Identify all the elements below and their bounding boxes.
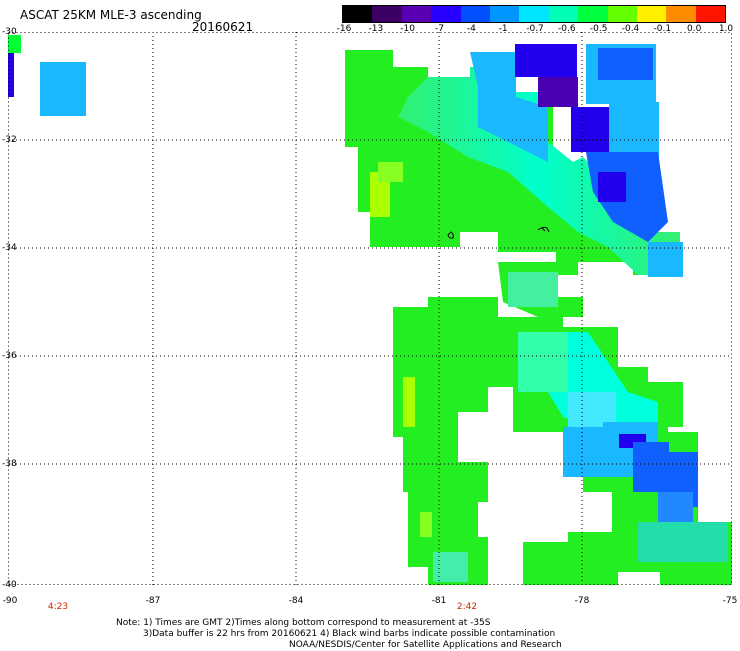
lat-label: -30 xyxy=(2,27,17,37)
swath-cell xyxy=(370,172,390,217)
swath-cell xyxy=(598,172,626,202)
colorbar-swatch xyxy=(548,6,579,22)
lon-label: -84 xyxy=(288,596,304,606)
colorbar xyxy=(342,5,726,23)
swath-cell xyxy=(470,52,548,162)
footer-credit: NOAA/NESDIS/Center for Satellite Applica… xyxy=(289,640,562,650)
swath-cell xyxy=(563,427,603,477)
colorbar-swatch xyxy=(401,6,432,22)
colorbar-swatch xyxy=(519,6,549,22)
map-date: 20160621 xyxy=(192,20,254,34)
colorbar-swatch xyxy=(343,6,373,22)
lon-label: -75 xyxy=(722,596,738,606)
lon-label: -90 xyxy=(2,596,18,606)
colorbar-swatch xyxy=(460,6,490,22)
wind-map xyxy=(8,32,732,585)
swath-cell xyxy=(633,442,669,492)
colorbar-tick-label: -0.6 xyxy=(558,24,576,34)
colorbar-swatch xyxy=(372,6,402,22)
colorbar-tick-label: -0.7 xyxy=(526,24,544,34)
lat-label: -34 xyxy=(2,243,17,253)
lat-lon-grid xyxy=(8,32,732,585)
lon-label: -78 xyxy=(574,596,590,606)
colorbar-swatch xyxy=(636,6,667,22)
swath-cell xyxy=(8,53,14,97)
lat-label: -32 xyxy=(2,135,17,145)
swath-cell xyxy=(508,272,558,307)
colorbar-tick-label: -0.1 xyxy=(653,24,672,34)
colorbar-swatch xyxy=(695,6,726,22)
colorbar-swatch xyxy=(666,6,696,22)
colorbar-labels: -16 -13 -10 -7 -4 -1 -0.7 -0.6 -0.5 -0.4 -0.1 0.0 1.… xyxy=(330,24,740,38)
lon-label: -87 xyxy=(145,596,161,606)
swath-cell xyxy=(478,502,523,537)
swath-cell xyxy=(538,77,578,107)
colorbar-swatch xyxy=(431,6,461,22)
footer-note-line2: 3)Data buffer is 22 hrs from 20160621 4)… xyxy=(143,629,556,639)
swath-cell xyxy=(398,67,680,275)
wind-barbs xyxy=(447,226,550,239)
swath-cell xyxy=(658,492,693,522)
swath-cell xyxy=(571,107,609,152)
colorbar-tick-label: -13 xyxy=(368,24,384,34)
swath-cell xyxy=(638,522,728,562)
footer-note-line1: Note: 1) Times are GMT 2)Times along bot… xyxy=(116,618,491,628)
colorbar-tick-label: -0.5 xyxy=(589,24,608,34)
lat-label: -36 xyxy=(2,351,17,361)
map-frame xyxy=(8,32,732,585)
colorbar-tick-label: -0.4 xyxy=(621,24,640,34)
colorbar-tick-label: -7 xyxy=(435,24,444,34)
colorbar-swatch xyxy=(578,6,608,22)
swath-cell xyxy=(518,332,568,392)
swath-cell xyxy=(40,62,86,116)
swath-cell xyxy=(515,44,577,77)
colorbar-tick-label: -4 xyxy=(466,24,476,34)
colorbar-tick-label: -1 xyxy=(498,24,508,34)
colorbar-tick-label: 0.0 xyxy=(686,24,702,34)
map-title: ASCAT 25KM MLE-3 ascending xyxy=(20,8,202,22)
wind-speed-swath xyxy=(8,35,732,585)
lat-label: -40 xyxy=(2,580,17,590)
time-label-left: 4:23 xyxy=(47,602,69,612)
colorbar-tick-label: -10 xyxy=(400,24,416,34)
time-label-center: 2:42 xyxy=(456,602,478,612)
lon-label: -81 xyxy=(431,596,447,606)
colorbar-swatch xyxy=(489,6,520,22)
colorbar-tick-label: -16 xyxy=(336,24,352,34)
swath-cell xyxy=(648,242,683,277)
swath-cell xyxy=(403,377,415,427)
swath-cell xyxy=(598,48,653,80)
swath-cell xyxy=(420,512,432,537)
lat-label: -38 xyxy=(2,459,17,469)
swath-cell xyxy=(378,162,403,182)
colorbar-swatch xyxy=(607,6,637,22)
swath-cell xyxy=(433,552,468,582)
swath-cell xyxy=(8,35,21,53)
colorbar-tick-label: 1.0 xyxy=(718,24,734,34)
